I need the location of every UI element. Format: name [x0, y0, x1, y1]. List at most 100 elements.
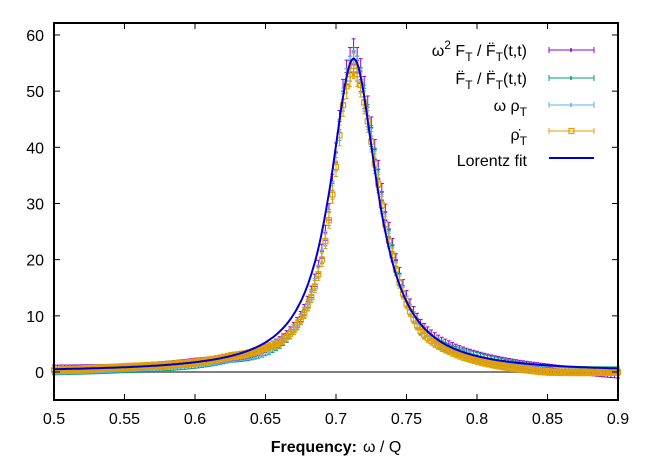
y-tick-label: 40 [26, 140, 44, 157]
marker [488, 361, 495, 368]
marker [523, 366, 530, 373]
marker [480, 359, 488, 366]
marker [572, 369, 579, 376]
marker [251, 348, 259, 355]
marker [509, 364, 516, 371]
marker [562, 369, 569, 376]
marker [597, 369, 604, 376]
marker [569, 369, 576, 376]
marker [463, 354, 470, 361]
marker [258, 346, 266, 353]
x-tick-label: 0.55 [109, 411, 140, 428]
marker [421, 331, 428, 338]
marker [456, 352, 463, 359]
legend-label-rhodot: ρ̇T [511, 127, 528, 148]
marker [583, 369, 590, 376]
marker [255, 347, 262, 354]
marker [477, 358, 484, 365]
marker [375, 180, 382, 187]
marker [516, 365, 523, 372]
marker [505, 364, 512, 371]
marker [586, 369, 593, 376]
marker [600, 369, 608, 376]
marker [498, 363, 505, 370]
marker [449, 349, 456, 356]
marker [413, 322, 421, 329]
marker [530, 367, 537, 374]
series-2 [52, 49, 620, 376]
marker [526, 367, 533, 374]
marker [311, 283, 318, 290]
marker [287, 330, 294, 337]
marker [269, 342, 276, 349]
series-3 [50, 52, 622, 377]
marker [540, 368, 548, 375]
marker [547, 368, 555, 376]
y-tick-label: 0 [35, 365, 44, 382]
x-tick-label: 0.7 [325, 411, 347, 428]
marker [297, 316, 304, 323]
marker [329, 191, 336, 198]
marker [301, 310, 308, 317]
series-0 [52, 38, 620, 379]
marker [308, 293, 315, 301]
marker [491, 361, 498, 368]
marker [466, 355, 474, 362]
axes: 0.5 0.55 0.6 0.65 0.7 0.75 0.8 0.85 0.9 0 10 20 30 40… [26, 22, 629, 428]
x-tick-label: 0.65 [250, 411, 281, 428]
marker [315, 271, 322, 278]
marker [551, 369, 558, 376]
marker [565, 369, 572, 376]
marker [322, 238, 329, 245]
marker [590, 369, 597, 376]
x-tick-label: 0.9 [607, 411, 629, 428]
marker [502, 363, 509, 370]
marker [519, 366, 526, 373]
marker [262, 344, 269, 351]
plot-frame [53, 22, 619, 401]
marker [554, 369, 562, 376]
x-tick-label: 0.6 [184, 411, 206, 428]
x-tick-label: 0.85 [532, 411, 563, 428]
legend-label-lorentz: Lorentz fit [457, 153, 528, 170]
marker [304, 302, 311, 309]
marker [484, 360, 491, 367]
marker [495, 362, 502, 369]
marker [445, 347, 452, 354]
legend: ω2 FT / F̈T(t,t) F̈T / F̈T(t,t) ω ρT ρ̇T… [432, 38, 595, 170]
series-1 [52, 47, 620, 376]
marker [452, 350, 459, 357]
legend-samples [548, 47, 595, 159]
marker [350, 62, 357, 69]
marker [533, 367, 541, 375]
y-tick-label: 10 [26, 309, 44, 326]
marker [579, 369, 586, 376]
x-tick-label: 0.8 [466, 411, 488, 428]
marker [459, 353, 466, 360]
marker [537, 368, 544, 375]
x-tick-label: 0.75 [391, 411, 422, 428]
legend-label-omega2-ft: ω2 FT / F̈T(t,t) [432, 38, 527, 64]
marker [265, 343, 273, 350]
marker [442, 346, 449, 353]
legend-marker [568, 127, 575, 135]
y-tick-label: 50 [26, 84, 44, 101]
legend-label-ftt: F̈T / F̈T(t,t) [455, 69, 527, 92]
marker [318, 256, 325, 263]
marker [417, 327, 424, 335]
x-axis-label: Frequency: ω / Q [271, 439, 402, 456]
marker [325, 217, 333, 224]
legend-label-omega-rho: ω ρT [494, 98, 528, 119]
marker [473, 357, 481, 364]
marker [512, 365, 519, 372]
marker [544, 368, 551, 376]
x-tick-label: 0.5 [43, 411, 65, 428]
marker [470, 356, 477, 363]
y-tick-label: 60 [26, 28, 44, 45]
marker [438, 344, 445, 351]
plot-area [50, 38, 622, 379]
marker [604, 369, 611, 376]
marker [576, 369, 583, 376]
marker [593, 369, 600, 376]
